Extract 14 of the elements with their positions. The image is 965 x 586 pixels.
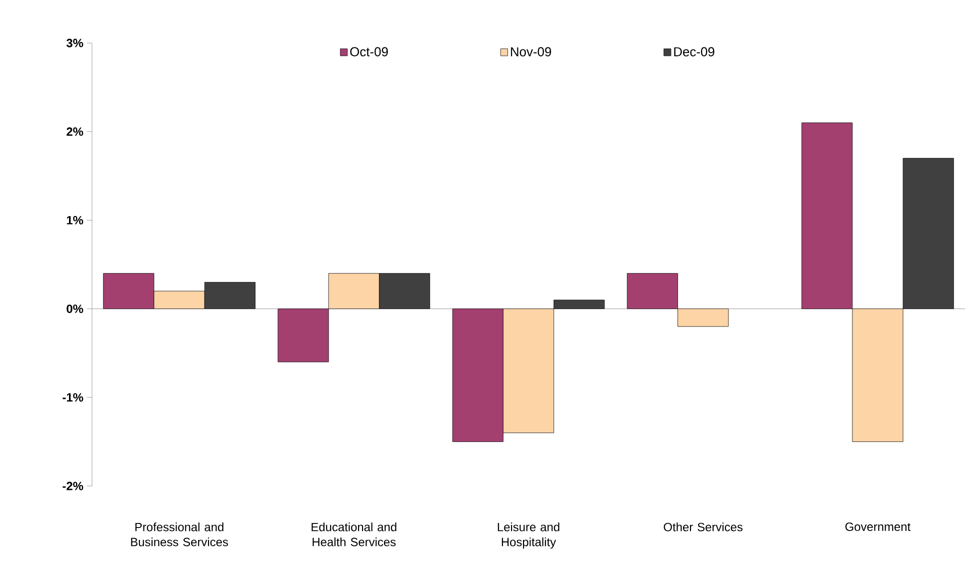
y-tick-label: 1% <box>66 216 84 224</box>
x-tick-label: Professional and Business Services <box>131 522 228 546</box>
legend-label: Oct-09 <box>350 47 388 56</box>
y-tick-label: -1% <box>62 393 84 402</box>
x-tick-label: Other Services <box>664 522 743 532</box>
y-tick-label: 3% <box>66 38 84 48</box>
y-tick-label: -2% <box>62 482 84 490</box>
x-tick-label: Leisure and Hospitality <box>498 522 560 549</box>
x-tick-label: Educational and Health Services <box>312 522 396 546</box>
legend-label: Dec-09 <box>674 47 714 56</box>
x-tick-label: Government <box>845 522 910 531</box>
y-tick-label: 0% <box>66 304 84 314</box>
legend-label: Nov-09 <box>510 47 552 56</box>
y-tick-label: 2% <box>66 127 84 136</box>
